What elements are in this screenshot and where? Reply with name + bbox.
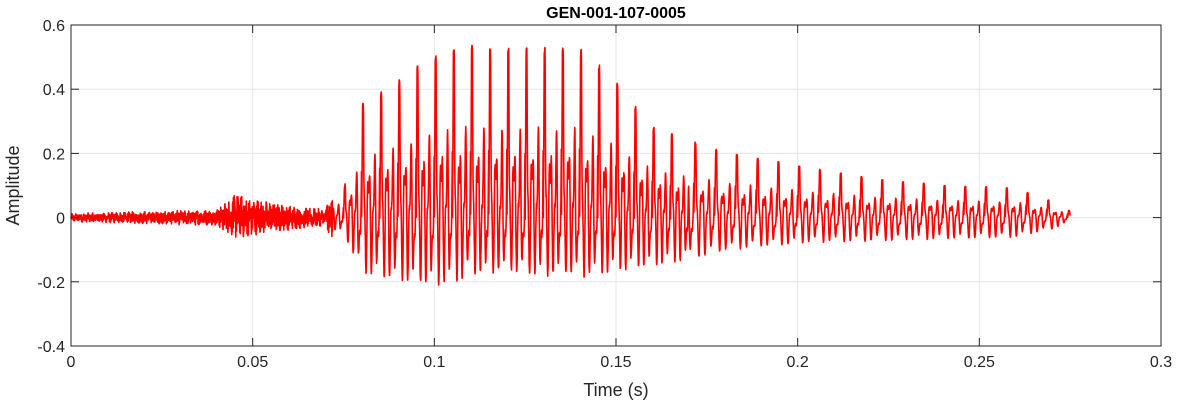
y-tick-label: 0 — [56, 211, 65, 228]
y-tick-label: 0.2 — [43, 146, 65, 163]
x-tick-label: 0 — [67, 354, 76, 371]
y-tick-label: 0.6 — [43, 18, 65, 35]
y-tick-label: -0.2 — [37, 275, 65, 292]
chart-title: GEN-001-107-0005 — [546, 5, 686, 22]
plot-area — [70, 44, 1071, 286]
waveform-line — [70, 44, 1071, 286]
x-tick-label: 0.2 — [787, 354, 809, 371]
x-tick-label: 0.15 — [600, 354, 631, 371]
x-tick-label: 0.3 — [1150, 354, 1172, 371]
y-tick-label: -0.4 — [37, 339, 65, 356]
x-axis-label: Time (s) — [583, 380, 648, 400]
x-tick-label: 0.1 — [423, 354, 445, 371]
x-tick-label: 0.05 — [237, 354, 268, 371]
y-axis-label: Amplitude — [3, 145, 23, 225]
y-tick-label: 0.4 — [43, 82, 65, 99]
ticks: 0 0.05 0.1 0.15 0.2 0.25 0.3 -0.4 -0.2 0 0.2 0.4 0.6 — [37, 18, 1172, 371]
x-tick-label: 0.25 — [964, 354, 995, 371]
